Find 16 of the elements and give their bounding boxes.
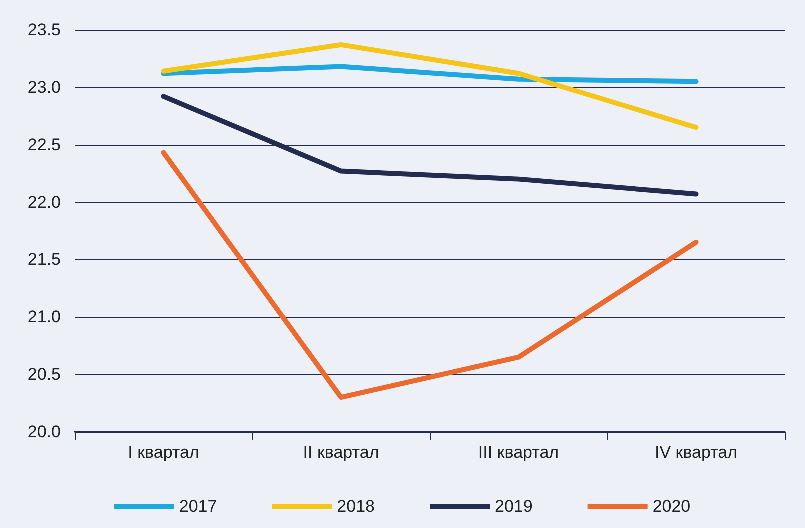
- legend-label: 2019: [495, 497, 533, 516]
- legend-label: 2020: [652, 497, 691, 516]
- x-tick-label: III квартал: [478, 443, 560, 462]
- legend-label: 2018: [337, 497, 376, 516]
- y-tick-label: 20.5: [28, 365, 61, 384]
- y-tick-label: 23.0: [28, 78, 61, 97]
- y-tick-label: 23.5: [28, 20, 61, 40]
- legend-label: 2017: [179, 497, 218, 516]
- x-tick-label: I квартал: [128, 443, 200, 462]
- y-tick-label: 21.0: [28, 308, 61, 327]
- x-tick-label: II квартал: [303, 443, 380, 462]
- y-tick-label: 22.5: [28, 135, 61, 154]
- x-tick-label: IV квартал: [654, 443, 738, 462]
- y-tick-label: 22.0: [28, 192, 61, 212]
- y-tick-label: 21.5: [28, 250, 61, 270]
- y-tick-label: 20.0: [28, 422, 61, 442]
